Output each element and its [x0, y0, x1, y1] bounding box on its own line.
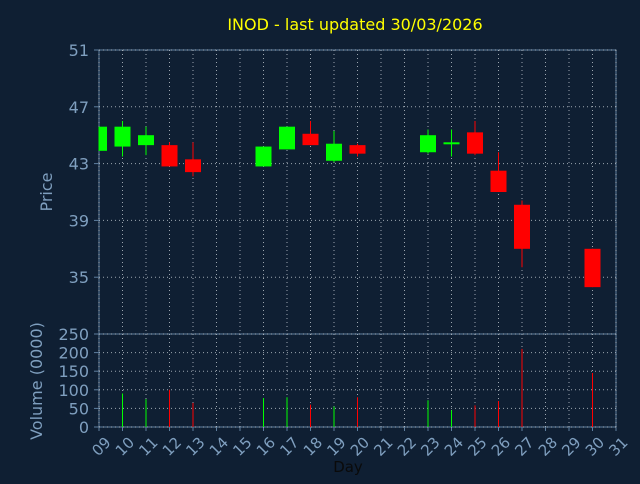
- candle-body-25: [467, 132, 483, 154]
- x-tick-label: 27: [511, 433, 537, 459]
- x-tick-label: 14: [206, 433, 232, 459]
- candle-body-10: [114, 126, 131, 147]
- volume-tick-label: 50: [69, 399, 89, 418]
- price-tick-label: 39: [69, 211, 89, 230]
- x-tick-label: 22: [394, 433, 420, 459]
- x-tick-label: 10: [112, 433, 138, 459]
- price-tick-label: 47: [69, 98, 89, 117]
- x-tick-label: 09: [88, 433, 114, 459]
- candle-body-17: [279, 126, 295, 150]
- volume-tick-label: 250: [58, 325, 89, 344]
- candle-body-12: [161, 145, 178, 167]
- x-tick-label: 19: [323, 433, 349, 459]
- x-tick-label: 24: [441, 433, 467, 459]
- price-tick-label: 51: [69, 41, 89, 60]
- price-tick-label: 43: [69, 155, 89, 174]
- chart-title: INOD - last updated 30/03/2026: [227, 15, 482, 34]
- candle-body-26: [490, 170, 507, 192]
- x-tick-label: 29: [558, 433, 584, 459]
- price-panel-frame: [98, 49, 617, 335]
- x-tick-label: 20: [347, 433, 373, 459]
- candle-body-23: [420, 135, 436, 153]
- volume-tick-label: 100: [58, 381, 89, 400]
- x-axis-label: Day: [333, 458, 363, 476]
- candle-body-27: [514, 204, 530, 249]
- x-tick-label: 30: [582, 433, 608, 459]
- volume-axis-label: Volume (0000): [27, 322, 46, 440]
- x-tick-label: 23: [417, 433, 443, 459]
- x-tick-label: 21: [370, 433, 396, 459]
- x-tick-label: 13: [182, 433, 208, 459]
- x-tick-label: 17: [276, 433, 302, 459]
- x-tick-label: 12: [159, 433, 185, 459]
- x-tick-label: 28: [535, 433, 561, 459]
- x-tick-label: 31: [605, 433, 631, 459]
- candle-body-16: [255, 146, 272, 167]
- candle-body-13: [185, 159, 201, 173]
- price-axis-label: Price: [37, 172, 56, 211]
- x-tick-label: 18: [300, 433, 326, 459]
- x-tick-label: 25: [464, 433, 490, 459]
- candle-body-18: [302, 133, 319, 146]
- x-tick-label: 11: [135, 433, 161, 459]
- candle-body-19: [326, 143, 342, 161]
- candle-body-20: [349, 145, 366, 154]
- x-tick-label: 15: [229, 433, 255, 459]
- price-tick-label: 35: [69, 268, 89, 287]
- volume-tick-label: 200: [58, 344, 89, 363]
- volume-tick-label: 150: [58, 362, 89, 381]
- x-tick-label: 16: [253, 433, 279, 459]
- candle-body-09: [99, 126, 107, 151]
- volume-tick-label: 0: [79, 418, 89, 437]
- candle-body-11: [138, 135, 154, 146]
- candle-body-30: [584, 248, 601, 288]
- x-tick-label: 26: [488, 433, 514, 459]
- candle-body-24: [443, 142, 460, 145]
